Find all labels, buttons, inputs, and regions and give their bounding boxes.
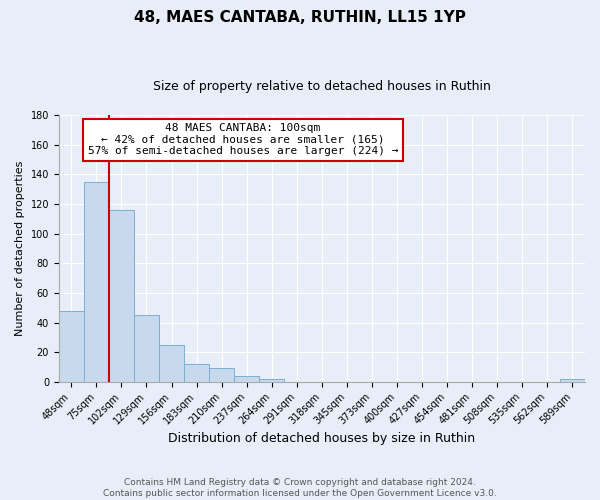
Text: Contains HM Land Registry data © Crown copyright and database right 2024.
Contai: Contains HM Land Registry data © Crown c… (103, 478, 497, 498)
Bar (134, 315, 159, 382)
Bar (109, 210, 134, 382)
Bar (59, 310, 84, 382)
Bar (560, 379, 585, 382)
Bar (84, 182, 109, 382)
Y-axis label: Number of detached properties: Number of detached properties (15, 160, 25, 336)
Text: 48, MAES CANTABA, RUTHIN, LL15 1YP: 48, MAES CANTABA, RUTHIN, LL15 1YP (134, 10, 466, 25)
X-axis label: Distribution of detached houses by size in Ruthin: Distribution of detached houses by size … (169, 432, 475, 445)
Bar (159, 345, 184, 382)
Bar (234, 376, 259, 382)
Text: 48 MAES CANTABA: 100sqm
← 42% of detached houses are smaller (165)
57% of semi-d: 48 MAES CANTABA: 100sqm ← 42% of detache… (88, 123, 398, 156)
Bar (209, 368, 234, 382)
Bar (259, 379, 284, 382)
Bar (184, 364, 209, 382)
Title: Size of property relative to detached houses in Ruthin: Size of property relative to detached ho… (153, 80, 491, 93)
